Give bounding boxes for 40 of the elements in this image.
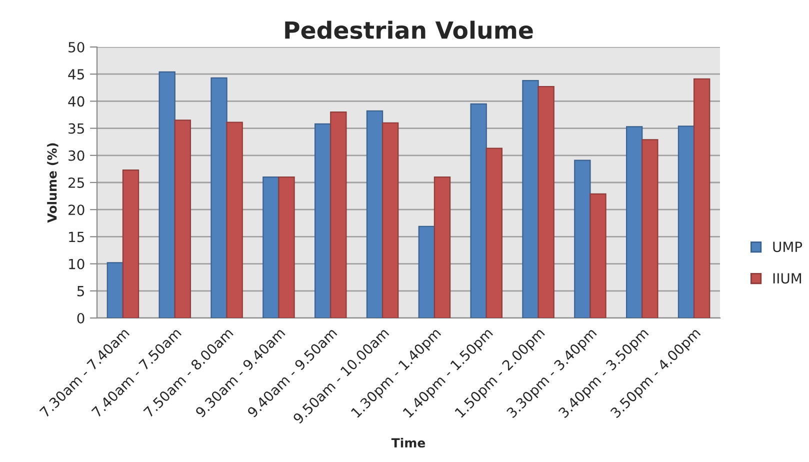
bar <box>226 122 243 318</box>
bar <box>122 169 140 318</box>
legend-label: UMP <box>773 242 802 252</box>
bar <box>470 103 487 318</box>
bar <box>642 139 658 318</box>
bar <box>522 80 539 318</box>
bar <box>486 148 503 318</box>
bar <box>174 120 192 318</box>
y-tick-label: 0 <box>77 312 84 324</box>
bar <box>314 123 332 318</box>
bar <box>574 160 591 318</box>
bar <box>382 122 399 318</box>
y-tick-label: 10 <box>69 258 84 270</box>
y-tick-label: 25 <box>68 177 84 188</box>
bar <box>210 77 228 318</box>
bar <box>626 126 643 318</box>
y-tick-label: 15 <box>69 232 84 242</box>
bar <box>106 262 124 318</box>
y-tick-label: 35 <box>68 123 84 134</box>
y-tick-label: 20 <box>68 204 84 216</box>
bar <box>278 176 295 318</box>
y-tick-label: 45 <box>68 69 84 80</box>
bar <box>693 78 710 318</box>
bar <box>418 226 436 318</box>
legend-label: IIUM <box>773 273 802 284</box>
bar <box>262 176 280 318</box>
bar <box>590 193 606 318</box>
y-tick-label: 50 <box>68 42 84 52</box>
y-tick-label: 30 <box>68 150 84 161</box>
y-tick-label: 40 <box>68 96 84 107</box>
x-axis-title: Time <box>391 438 426 448</box>
bar <box>538 86 554 318</box>
bar <box>158 71 176 318</box>
y-tick-label: 5 <box>77 286 84 296</box>
bar <box>366 110 384 318</box>
bar <box>330 111 347 318</box>
bar <box>434 176 451 318</box>
bar <box>678 126 695 318</box>
y-axis-title: Volume (%) <box>47 143 58 223</box>
chart-title: Pedestrian Volume <box>285 20 533 39</box>
